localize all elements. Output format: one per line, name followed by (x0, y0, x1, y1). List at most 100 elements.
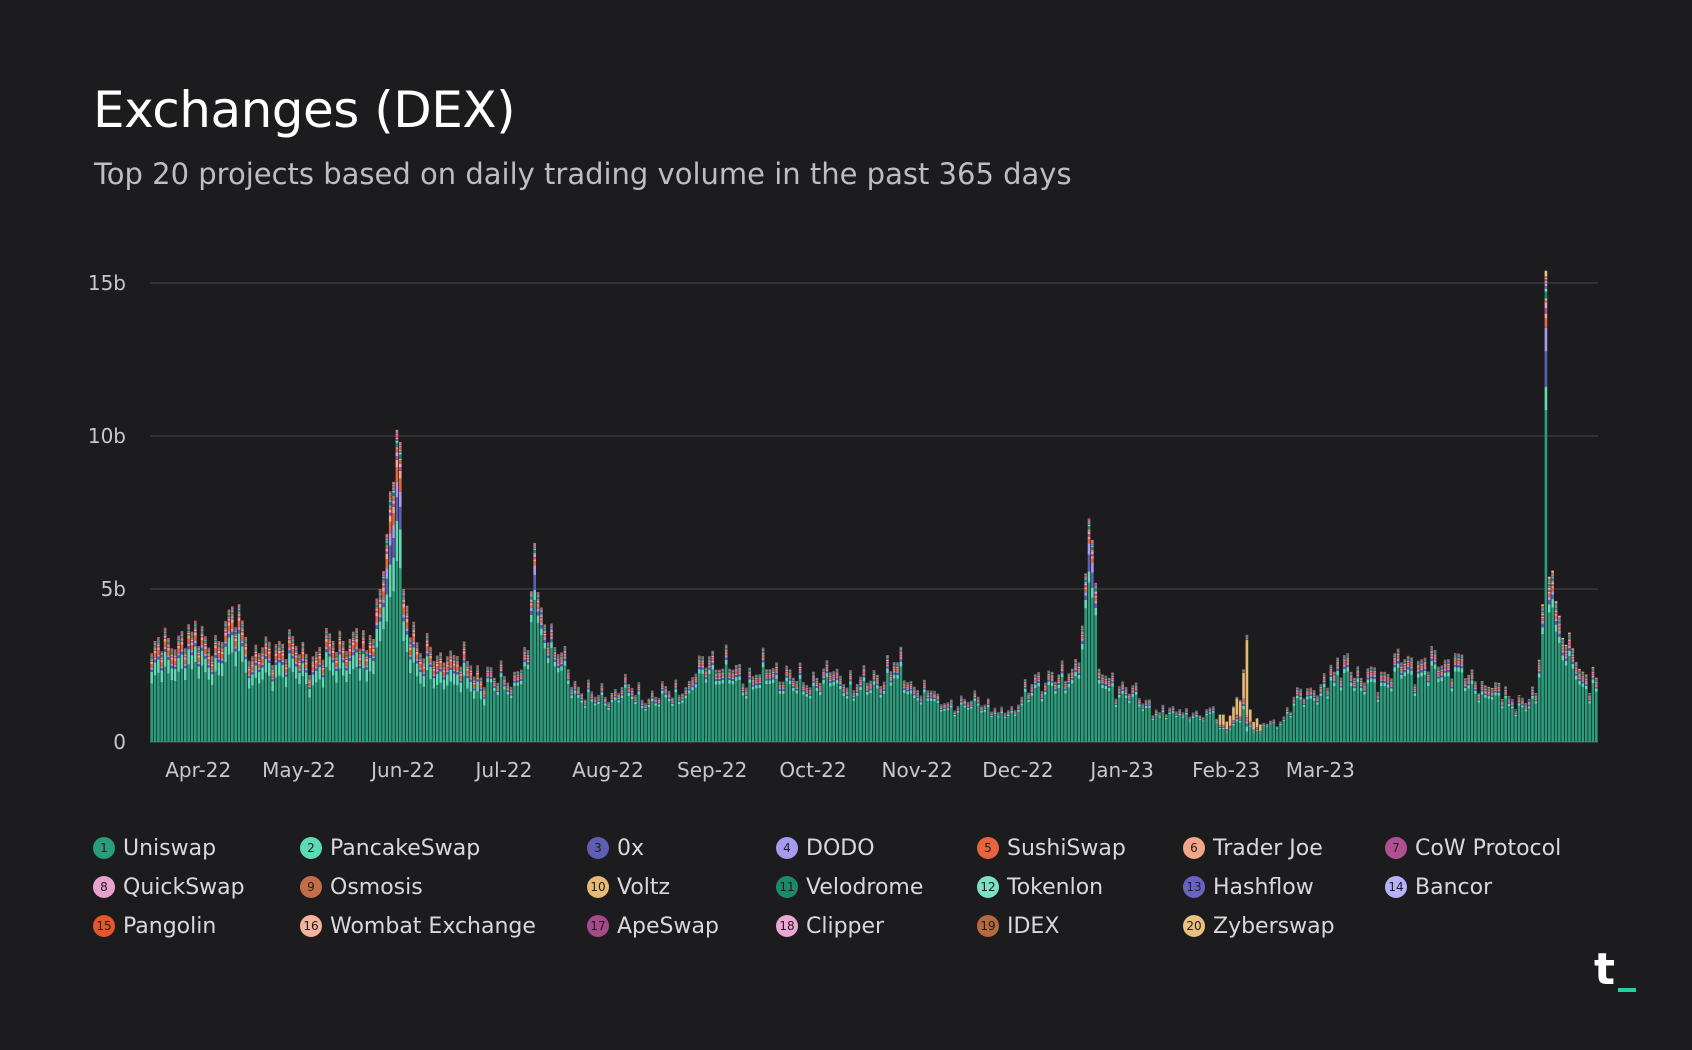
bar-segment (986, 702, 990, 704)
bar-segment (869, 684, 872, 685)
bar-segment (708, 658, 711, 660)
bar-segment (963, 701, 967, 703)
bar-segment (331, 645, 335, 647)
bar-segment (261, 653, 264, 655)
bar-segment (479, 678, 483, 679)
bar-segment (355, 634, 358, 637)
bar-segment (640, 704, 644, 705)
bar-segment (751, 681, 755, 683)
bar-segment (284, 667, 288, 670)
bar-segment (849, 684, 852, 742)
bar-segment (556, 657, 560, 659)
bar-segment (792, 682, 795, 684)
bar-segment (892, 674, 896, 679)
bar-segment (768, 673, 772, 675)
bar-segment (341, 657, 345, 660)
bar-segment (570, 691, 573, 692)
bar-segment (815, 690, 819, 742)
bar-segment (909, 685, 913, 687)
bar-segment (973, 693, 977, 695)
bar-segment (697, 660, 701, 662)
bar-day (822, 668, 825, 742)
bar-segment (530, 592, 533, 594)
bar-segment (872, 679, 876, 682)
bar-segment (398, 442, 402, 443)
bar-segment (435, 670, 439, 672)
bar-segment (627, 687, 631, 688)
bar-day (523, 647, 526, 742)
bar-segment (328, 651, 332, 654)
bar-segment (926, 698, 930, 701)
bar-segment (684, 693, 688, 695)
bar-segment (509, 698, 513, 742)
bar-segment (207, 653, 211, 655)
bar-segment (227, 654, 231, 742)
bar-segment (355, 631, 358, 633)
bar-segment (721, 673, 725, 675)
bar-segment (274, 653, 278, 657)
bar-segment (180, 634, 184, 636)
bar-day (640, 699, 644, 742)
bar-segment (560, 670, 563, 742)
bar-segment (190, 639, 194, 642)
bar-segment (627, 689, 631, 691)
bar-segment (281, 662, 285, 665)
bar-segment (731, 684, 735, 742)
bar-segment (304, 661, 308, 663)
bar-day (267, 641, 271, 742)
bar-segment (382, 599, 385, 603)
bar-segment (439, 667, 442, 670)
bar-segment (358, 680, 362, 742)
bar-segment (244, 638, 248, 640)
bar-segment (422, 673, 426, 677)
bar-segment (466, 678, 469, 689)
bar-segment (879, 689, 883, 691)
bar-segment (580, 695, 584, 697)
bar-segment (261, 656, 264, 659)
bar-segment (909, 684, 913, 686)
bar-segment (755, 685, 758, 689)
bar-segment (288, 650, 291, 654)
bar-segment (422, 668, 426, 673)
bar-segment (486, 671, 489, 673)
bar-segment (718, 678, 721, 681)
bar-segment (227, 612, 231, 614)
bar-segment (509, 693, 513, 696)
bar-segment (741, 685, 745, 687)
bar-segment (701, 661, 704, 663)
bar-segment (331, 653, 335, 658)
bar-segment (217, 644, 221, 646)
bar-segment (173, 652, 177, 654)
bar-segment (274, 645, 278, 647)
bar-segment (425, 640, 429, 643)
bar-segment (519, 671, 523, 673)
bar-segment (674, 685, 678, 687)
bar-segment (553, 666, 557, 742)
bar-segment (771, 673, 775, 675)
bar-segment (597, 698, 600, 700)
bar-segment (543, 637, 547, 640)
bar-segment (294, 653, 298, 655)
bar-segment (187, 627, 190, 629)
bar-segment (536, 597, 540, 600)
bar-segment (610, 698, 614, 700)
bar-segment (704, 682, 708, 742)
bar-segment (456, 658, 459, 660)
bar-segment (482, 692, 486, 694)
bar-segment (526, 657, 530, 659)
bar-segment (409, 656, 412, 660)
bar-segment (556, 659, 560, 661)
bar-segment (405, 611, 409, 614)
bar-segment (368, 636, 372, 638)
bar-segment (378, 601, 382, 604)
bar-segment (382, 573, 385, 576)
bar-segment (765, 675, 768, 678)
bar-segment (614, 693, 617, 694)
bar-segment (855, 695, 859, 742)
bar-segment (899, 652, 903, 654)
bar-segment (288, 636, 291, 638)
bar-segment (294, 663, 298, 667)
bar-segment (288, 632, 291, 634)
bar-segment (419, 664, 422, 668)
bar-segment (543, 633, 547, 636)
